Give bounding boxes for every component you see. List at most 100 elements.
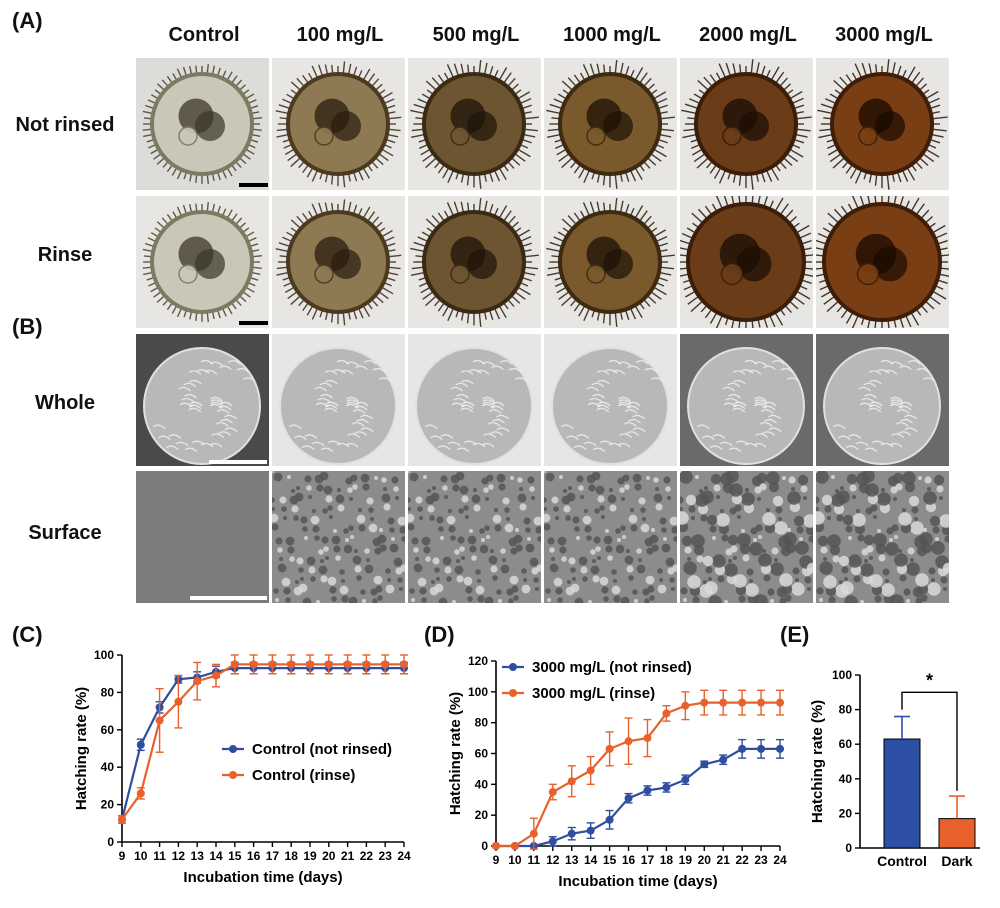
spine	[502, 72, 512, 84]
surface-grain	[312, 525, 320, 533]
surface-fibre	[560, 424, 574, 430]
surface-grain	[506, 517, 510, 521]
surface-grain	[515, 544, 523, 552]
surface-fibre	[424, 424, 438, 430]
surface-grain	[816, 471, 818, 473]
surface-grain	[700, 490, 714, 504]
spine	[768, 314, 776, 328]
surface-grain	[408, 507, 411, 511]
spine	[750, 59, 754, 75]
surface-grain	[459, 546, 465, 552]
surface-fibre	[492, 418, 506, 424]
surface-grain	[823, 575, 837, 589]
surface-fibre	[837, 435, 851, 441]
surface-fibre	[175, 441, 189, 447]
surface-fibre	[157, 435, 171, 441]
spine	[290, 81, 302, 92]
surface-grain	[683, 598, 687, 602]
micrograph-tile	[816, 196, 949, 328]
surface-grain	[861, 471, 875, 483]
micrograph-tile	[816, 334, 949, 466]
surface-grain	[823, 557, 827, 561]
surface-grain	[603, 596, 609, 602]
surface-grain	[417, 506, 423, 512]
surface-grain	[529, 557, 539, 567]
surface-fibre	[858, 386, 871, 392]
surface-fibre	[360, 414, 373, 420]
spine	[380, 91, 393, 100]
surface-grain	[580, 566, 588, 574]
spine	[561, 218, 574, 230]
spine	[826, 300, 840, 313]
x-tick-label: 23	[379, 849, 393, 863]
surface-grain	[296, 557, 304, 565]
spine	[425, 156, 438, 169]
surface-grain	[634, 483, 642, 491]
surface-grain	[865, 483, 879, 497]
surface-grain	[836, 490, 850, 504]
surface-grain	[521, 568, 527, 574]
surface-fibre	[224, 427, 238, 433]
spine	[910, 311, 920, 326]
spine	[930, 133, 944, 138]
spine	[867, 196, 871, 206]
surface-grain	[907, 547, 915, 555]
spine	[378, 290, 389, 300]
surface-grain	[314, 535, 320, 541]
spine	[819, 128, 833, 132]
spine	[928, 295, 941, 305]
spine	[447, 307, 455, 322]
surface-grain	[281, 577, 291, 587]
surface-fibre	[314, 386, 327, 392]
data-point	[719, 698, 728, 707]
spine	[561, 80, 574, 92]
surface-fibre	[319, 382, 333, 388]
spine	[816, 273, 826, 277]
spine	[547, 128, 561, 132]
micrograph-tile	[272, 196, 405, 328]
surface-grain	[580, 495, 584, 499]
surface-fibre	[346, 396, 359, 402]
surface-fibre	[345, 442, 359, 448]
surface-grain	[544, 497, 547, 503]
surface-fibre	[178, 386, 191, 392]
surface-grain	[408, 497, 411, 503]
spine	[697, 79, 710, 92]
series-line	[496, 701, 780, 848]
surface-fibre	[762, 431, 776, 436]
data-point	[193, 677, 202, 686]
surface-grain	[436, 577, 440, 581]
spine	[311, 203, 319, 217]
spine	[803, 254, 813, 257]
spine	[927, 97, 940, 105]
surface-grain	[927, 487, 931, 491]
embryo-mass	[331, 111, 361, 141]
spine	[411, 266, 425, 270]
surface-grain	[653, 493, 663, 503]
spine	[751, 319, 754, 328]
surface-fibre	[460, 407, 474, 413]
surface-grain	[844, 595, 858, 603]
surface-fibre	[618, 401, 632, 407]
surface-grain	[498, 599, 502, 603]
surface-grain	[763, 574, 771, 582]
spine	[498, 205, 508, 220]
surface-grain	[657, 568, 663, 574]
spine	[561, 294, 574, 307]
y-tick-label: 0	[481, 839, 488, 853]
micrograph-tile	[272, 58, 405, 190]
surface-fibre	[722, 386, 735, 392]
surface-grain	[352, 555, 362, 565]
surface-fibre	[215, 421, 229, 427]
surface-grain	[615, 528, 621, 534]
yolk-sac	[722, 126, 742, 146]
surface-grain	[316, 600, 320, 603]
surface-grain	[572, 577, 576, 581]
surface-grain	[787, 491, 801, 505]
surface-grain	[737, 515, 741, 519]
spine	[914, 77, 925, 88]
surface-fibre	[889, 442, 903, 448]
surface-grain	[762, 512, 776, 526]
surface-grain	[272, 497, 275, 503]
surface-grain	[555, 516, 559, 520]
